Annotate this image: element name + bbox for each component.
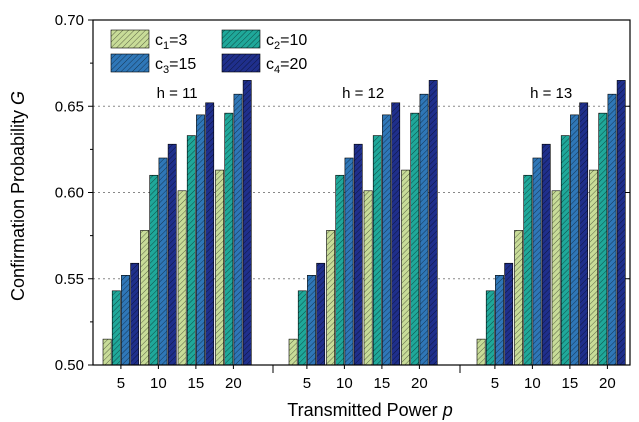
legend-swatch-hatch	[111, 30, 149, 48]
bar-hatch	[196, 114, 205, 365]
bar-hatch	[504, 263, 513, 365]
bar-hatch	[158, 158, 168, 365]
x-tick-label: 20	[599, 375, 616, 392]
bar-hatch	[523, 175, 532, 365]
legend-swatch-hatch	[222, 54, 260, 72]
bar-hatch	[149, 175, 158, 365]
bar-hatch	[224, 113, 233, 366]
x-tick-label: 5	[491, 375, 499, 392]
bars	[102, 80, 626, 366]
x-tick-label: 15	[374, 375, 391, 392]
bar-hatch	[570, 114, 579, 365]
bar-hatch	[168, 144, 177, 365]
bar-hatch	[542, 144, 551, 365]
group-labels: h = 11 h = 12 h = 13	[157, 85, 573, 102]
y-tick-label: 0.55	[55, 271, 84, 288]
bar-hatch	[140, 230, 149, 365]
bar-hatch	[103, 339, 112, 365]
bar-hatch	[187, 135, 196, 365]
bar-hatch	[335, 175, 344, 365]
bar-hatch	[401, 170, 410, 365]
bar-hatch	[233, 94, 243, 366]
legend-subscript: 3	[163, 64, 169, 76]
bar-hatch	[589, 170, 598, 365]
bar-hatch	[316, 263, 325, 365]
bar-hatch	[243, 80, 252, 365]
bar-hatch	[486, 290, 495, 365]
bar-hatch	[298, 290, 307, 365]
legend-label: c3=15	[155, 56, 196, 76]
bar-hatch	[289, 339, 298, 365]
x-tick-label: 10	[336, 375, 353, 392]
x-tick-label: 15	[188, 375, 205, 392]
legend-symbol: c	[155, 56, 163, 73]
bar-hatch	[344, 158, 354, 365]
x-tick-label: 10	[524, 375, 541, 392]
bar-hatch	[205, 102, 214, 366]
x-tick-label: 5	[117, 375, 125, 392]
group-label: h = 11	[157, 85, 198, 102]
bar-hatch	[607, 94, 617, 366]
legend-symbol: c	[155, 32, 163, 49]
x-axis-label: Transmitted Power p	[287, 400, 452, 420]
legend-symbol: c	[266, 56, 274, 73]
bar-hatch	[364, 190, 373, 365]
legend-value: =3	[169, 32, 187, 49]
x-tick-label: 5	[303, 375, 311, 392]
bar-hatch	[477, 339, 486, 365]
y-tick-label: 0.65	[55, 98, 84, 115]
bar-hatch	[514, 230, 523, 365]
bar-hatch	[532, 158, 542, 365]
legend-label: c4=20	[266, 56, 307, 76]
legend-subscript: 4	[274, 64, 280, 76]
y-tick-label: 0.50	[55, 357, 84, 374]
legend-value: =20	[280, 56, 307, 73]
bar-hatch	[391, 102, 400, 366]
legend-symbol: c	[266, 32, 274, 49]
bar-hatch	[598, 113, 607, 366]
bar-hatch	[215, 170, 224, 365]
bar-hatch	[130, 263, 139, 365]
x-tick-label: 20	[411, 375, 428, 392]
legend-label: c2=10	[266, 32, 307, 52]
tick-labels: 5 10 15 20 5 10 15 20 5 10 15 20 0.50 0.55 0.60 0.65 0.7…	[55, 12, 616, 392]
bar-hatch	[382, 114, 391, 365]
bar-hatch	[354, 144, 363, 365]
bar-hatch	[617, 80, 626, 365]
legend-swatch-hatch	[111, 54, 149, 72]
group-label: h = 12	[342, 85, 384, 102]
bar-hatch	[579, 102, 588, 366]
y-tick-label: 0.70	[55, 12, 84, 29]
bar-hatch	[112, 290, 121, 365]
x-tick-label: 15	[562, 375, 579, 392]
legend-subscript: 2	[274, 40, 280, 52]
bar-hatch	[419, 94, 429, 366]
bar-hatch	[410, 113, 419, 366]
bar-hatch	[561, 135, 570, 365]
y-tick-label: 0.60	[55, 185, 84, 202]
legend-value: =15	[169, 56, 196, 73]
axes	[88, 19, 631, 373]
legend-swatch-hatch	[222, 30, 260, 48]
legend-value: =10	[280, 32, 307, 49]
bar-hatch	[552, 190, 561, 365]
bar-hatch	[121, 275, 130, 365]
legend-label: c1=3	[155, 32, 187, 52]
group-label: h = 13	[530, 85, 572, 102]
bar-hatch	[307, 275, 316, 365]
bar-hatch	[178, 190, 187, 365]
x-tick-label: 20	[225, 375, 242, 392]
bar-hatch	[326, 230, 335, 365]
bar-hatch	[429, 80, 438, 365]
bar-hatch	[373, 135, 382, 365]
y-axis-label: Confirmation Probability G	[8, 91, 28, 301]
legend-subscript: 1	[163, 40, 169, 52]
x-tick-label: 10	[150, 375, 167, 392]
bar-hatch	[495, 275, 504, 365]
